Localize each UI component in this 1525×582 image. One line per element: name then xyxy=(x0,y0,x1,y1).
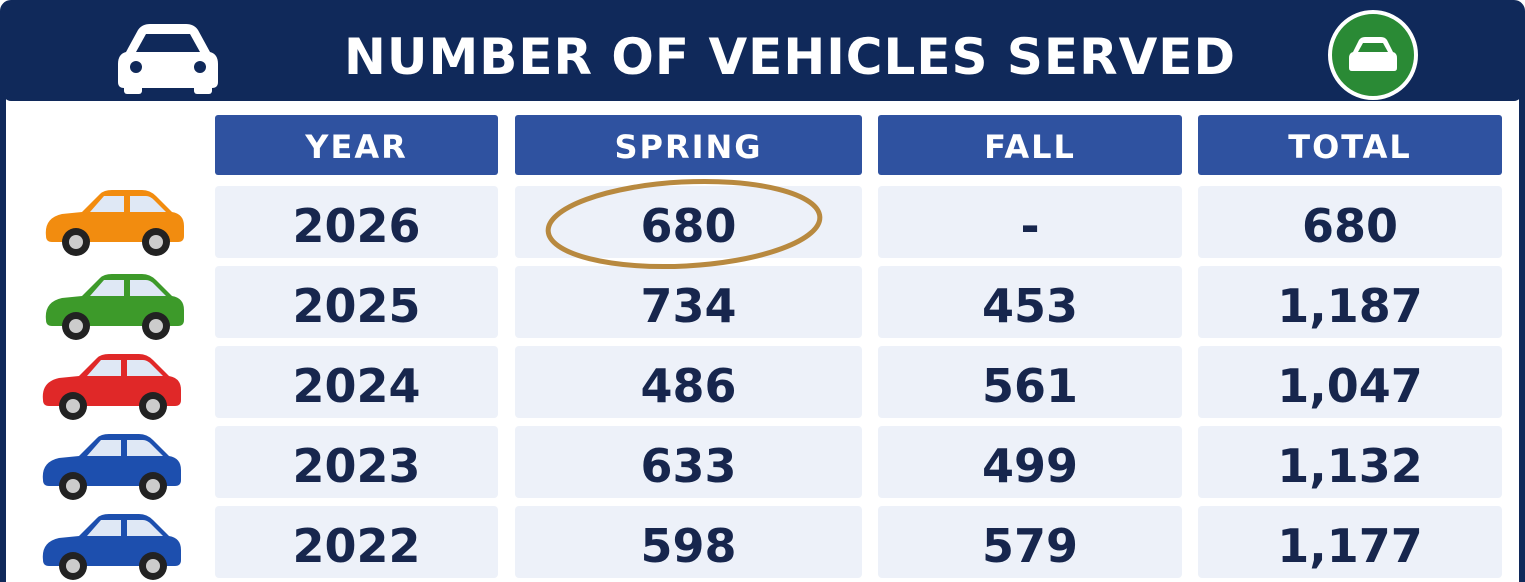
cell-text: 2025 xyxy=(292,279,420,333)
cell-text: 499 xyxy=(982,439,1078,493)
cell-text: 2023 xyxy=(292,439,420,493)
cell-text: 680 xyxy=(640,199,736,253)
cell-text: 2022 xyxy=(292,519,420,573)
cell-text: 2024 xyxy=(292,359,420,413)
cell-text: 2026 xyxy=(292,199,420,253)
cell-text: 633 xyxy=(640,439,736,493)
cell-text: - xyxy=(1020,199,1039,253)
cell-text: 579 xyxy=(982,519,1078,573)
cell-text: 1,177 xyxy=(1277,519,1423,573)
cell-text: 680 xyxy=(1302,199,1398,253)
column-header: FALL xyxy=(984,128,1076,166)
column-header: TOTAL xyxy=(1288,128,1412,166)
cell-text: 561 xyxy=(982,359,1078,413)
column-header: YEAR xyxy=(304,128,407,166)
cell-text: 734 xyxy=(640,279,736,333)
cell-text: 1,132 xyxy=(1277,439,1423,493)
cell-text: 1,047 xyxy=(1277,359,1423,413)
title: NUMBER OF VEHICLES SERVED xyxy=(344,28,1236,86)
cell-text: 453 xyxy=(982,279,1078,333)
page: NUMBER OF VEHICLES SERVED YEAR SPRING FALL… xyxy=(0,0,1525,582)
table-graphic: NUMBER OF VEHICLES SERVED YEAR SPRING FALL… xyxy=(0,0,1525,582)
cell-text: 598 xyxy=(640,519,736,573)
cell-text: 1,187 xyxy=(1277,279,1423,333)
cell-text: 486 xyxy=(640,359,736,413)
column-header: SPRING xyxy=(614,128,762,166)
